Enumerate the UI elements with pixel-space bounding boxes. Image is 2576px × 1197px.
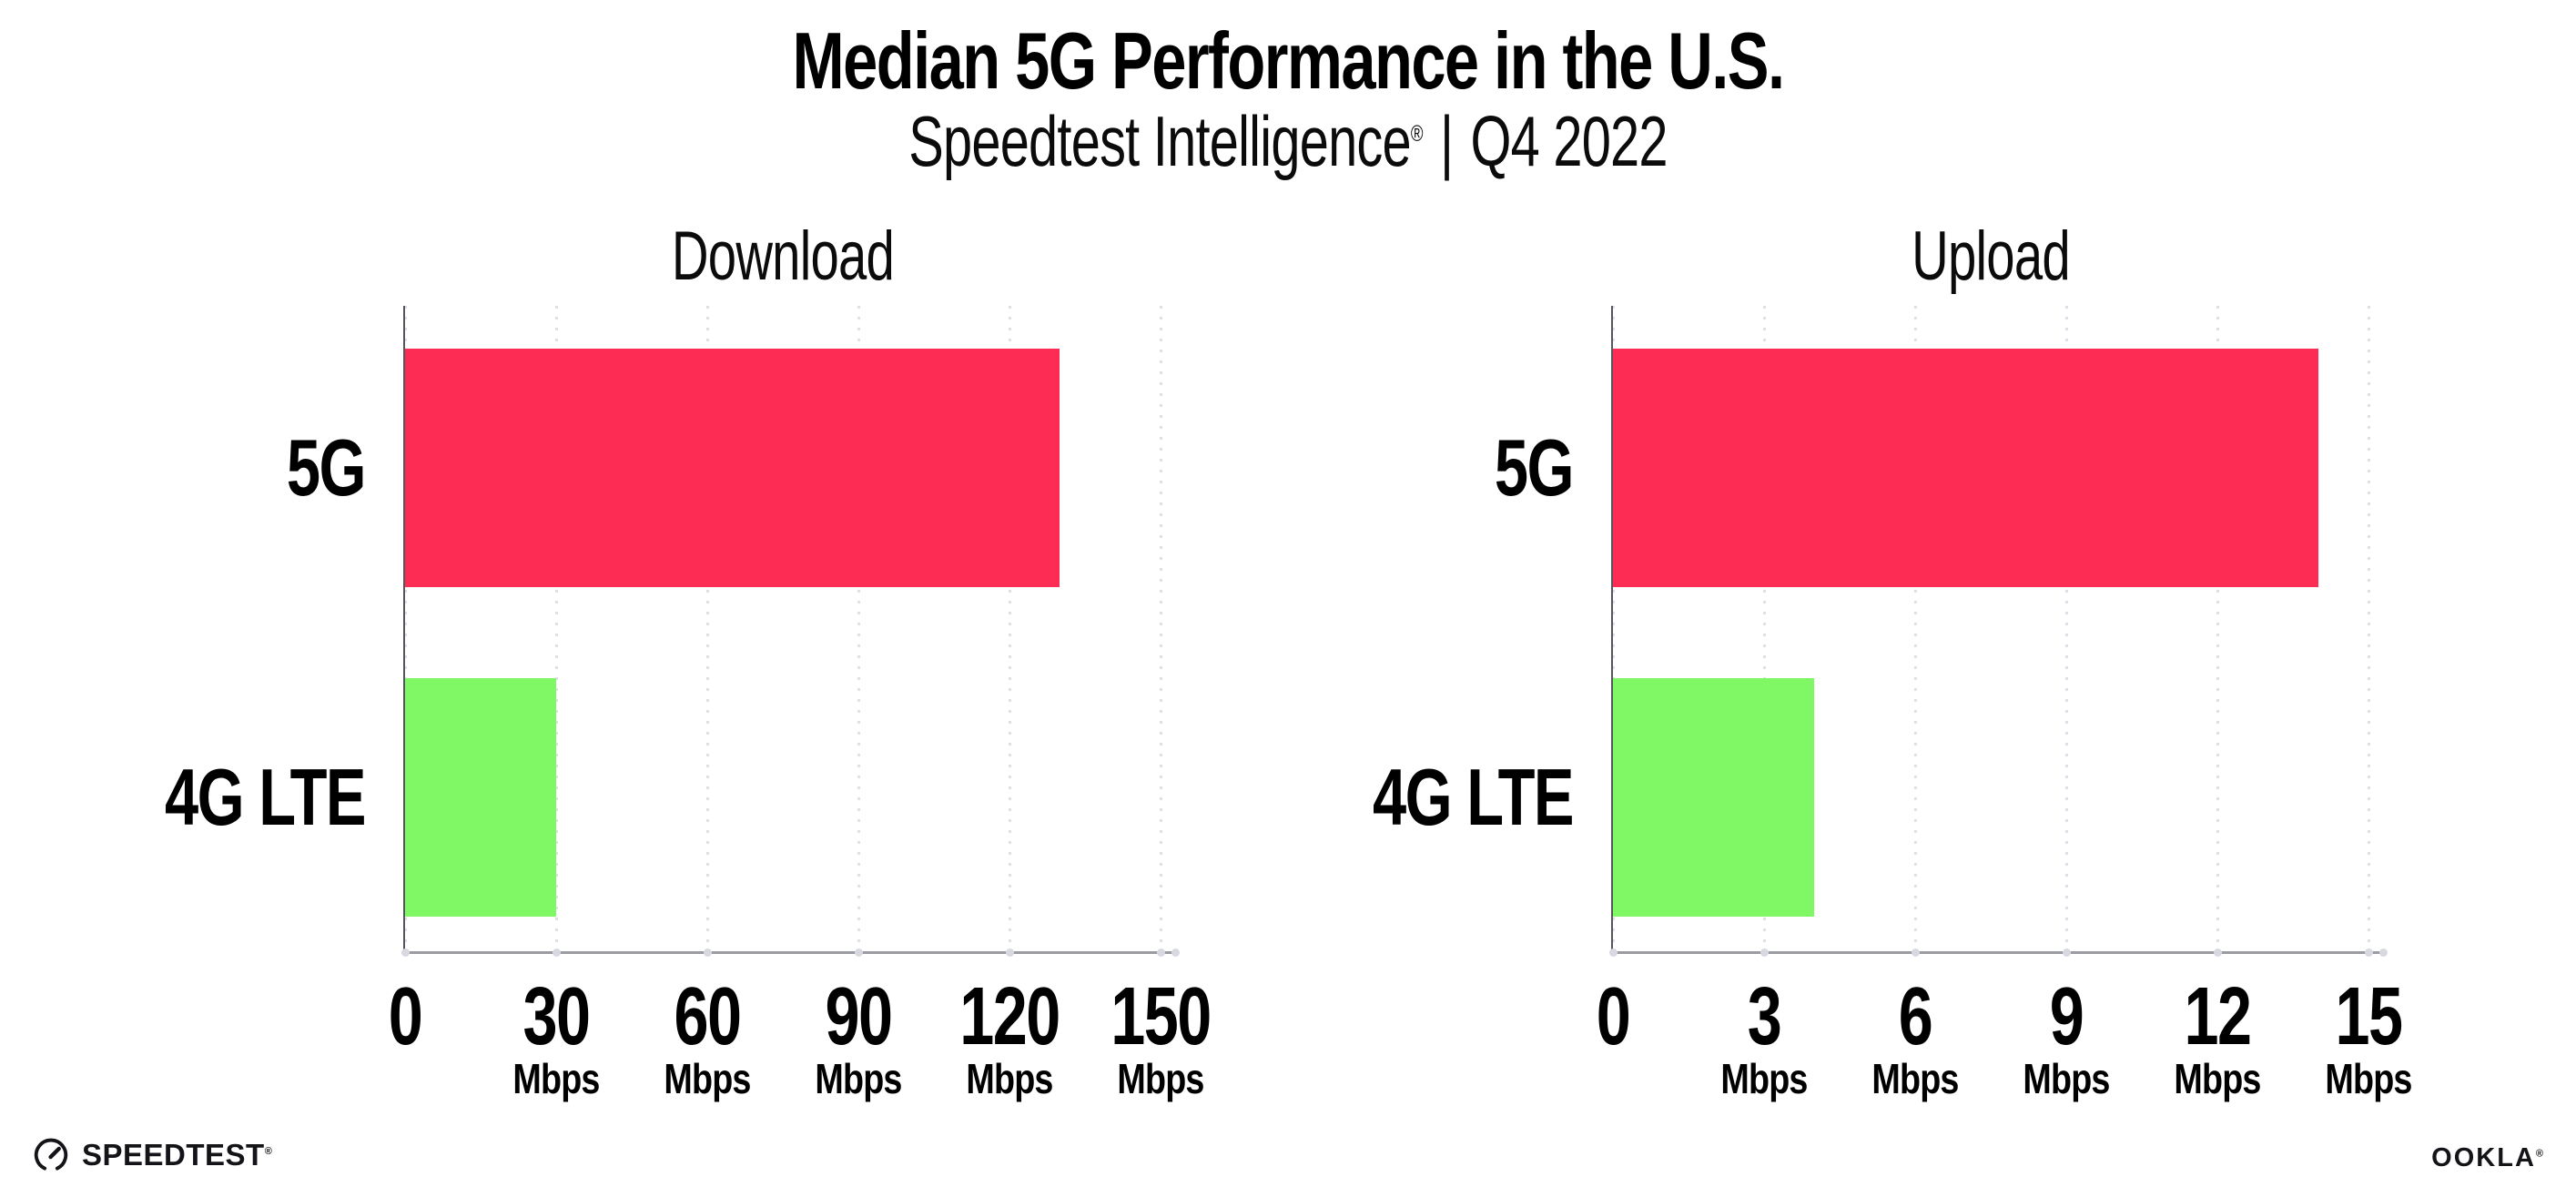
axis-tick-dot <box>401 948 410 957</box>
bar-4g-lte-upload <box>1613 678 1814 917</box>
category-label-5g: 5G <box>286 422 367 512</box>
x-tick-label: 15 <box>2335 971 2403 1062</box>
x-tick-label: 0 <box>1596 971 1631 1062</box>
subtitle-period: Q4 2022 <box>1470 101 1668 181</box>
axis-tick-dot <box>2063 948 2071 957</box>
axis-tick-dot <box>1157 948 1165 957</box>
subtitle-brand: Speedtest Intelligence <box>908 101 1411 181</box>
ookla-logo: OOKLA® <box>2431 1143 2545 1173</box>
category-label-4g-lte: 4G LTE <box>164 752 367 842</box>
x-tick-unit-label: Mbps <box>1117 1055 1204 1102</box>
axis-tick-dot <box>2214 948 2222 957</box>
axis-tick-dot <box>1760 948 1769 957</box>
x-tick-label: 150 <box>1111 971 1212 1062</box>
axis-tick-dot <box>704 948 712 957</box>
x-tick-unit-label: Mbps <box>815 1055 902 1102</box>
subtitle-divider: | <box>1440 101 1454 181</box>
x-tick-unit-label: Mbps <box>512 1055 600 1102</box>
x-tick-unit-label: Mbps <box>664 1055 751 1102</box>
page-title: Median 5G Performance in the U.S. <box>792 15 1785 106</box>
x-tick-label: 30 <box>522 971 591 1062</box>
x-tick-label: 9 <box>2049 971 2084 1062</box>
axis-tick-dot <box>1609 948 1618 957</box>
registered-mark: ® <box>1410 121 1424 147</box>
chart-title: Download <box>671 218 895 295</box>
gridline <box>706 306 709 951</box>
y-axis-line <box>403 306 405 954</box>
gridline <box>1009 306 1011 951</box>
x-tick-label: 90 <box>825 971 893 1062</box>
axis-tick-dot <box>1006 948 1014 957</box>
x-tick-label: 60 <box>674 971 742 1062</box>
axis-tick-dot <box>553 948 561 957</box>
axis-end-dot <box>2379 948 2388 957</box>
x-tick-unit-label: Mbps <box>1720 1055 1808 1102</box>
gridline <box>1612 306 1615 951</box>
x-tick-unit-label: Mbps <box>966 1055 1053 1102</box>
x-axis-line <box>403 951 1177 954</box>
gridline <box>1160 306 1162 951</box>
x-tick-unit-label: Mbps <box>2174 1055 2261 1102</box>
gridline <box>2368 306 2370 951</box>
axis-tick-dot <box>1912 948 1920 957</box>
gridline <box>1914 306 1917 951</box>
x-tick-unit-label: Mbps <box>1871 1055 1959 1102</box>
x-tick-label: 120 <box>959 971 1060 1062</box>
speedtest-registered-mark: ® <box>264 1146 273 1157</box>
category-label-5g: 5G <box>1494 422 1575 512</box>
gridline <box>555 306 558 951</box>
x-tick-label: 12 <box>2184 971 2252 1062</box>
chart-title: Upload <box>1912 218 2071 295</box>
gridline <box>2065 306 2068 951</box>
bar-5g-upload <box>1613 349 2318 587</box>
axis-end-dot <box>1171 948 1180 957</box>
gridline <box>404 306 407 951</box>
axis-tick-dot <box>2365 948 2373 957</box>
gridline <box>1763 306 1766 951</box>
x-axis-line <box>1611 951 2385 954</box>
x-tick-label: 0 <box>388 971 423 1062</box>
bar-5g-download <box>405 349 1060 587</box>
x-tick-label: 6 <box>1898 971 1933 1062</box>
x-tick-unit-label: Mbps <box>2325 1055 2412 1102</box>
category-label-4g-lte: 4G LTE <box>1372 752 1575 842</box>
ookla-wordmark: OOKLA <box>2431 1143 2536 1172</box>
gridline <box>2216 306 2219 951</box>
speedtest-gauge-icon <box>34 1138 68 1171</box>
axis-tick-dot <box>855 948 863 957</box>
ookla-registered-mark: ® <box>2535 1148 2545 1160</box>
speedtest-logo: SPEEDTEST® <box>33 1136 272 1174</box>
page-subtitle: Speedtest Intelligence® | Q4 2022 <box>335 100 2241 183</box>
y-axis-line <box>1611 306 1613 954</box>
speedtest-wordmark: SPEEDTEST® <box>82 1138 273 1172</box>
x-tick-label: 3 <box>1747 971 1782 1062</box>
x-tick-unit-label: Mbps <box>2023 1055 2110 1102</box>
gridline <box>857 306 860 951</box>
bar-4g-lte-download <box>405 678 556 917</box>
